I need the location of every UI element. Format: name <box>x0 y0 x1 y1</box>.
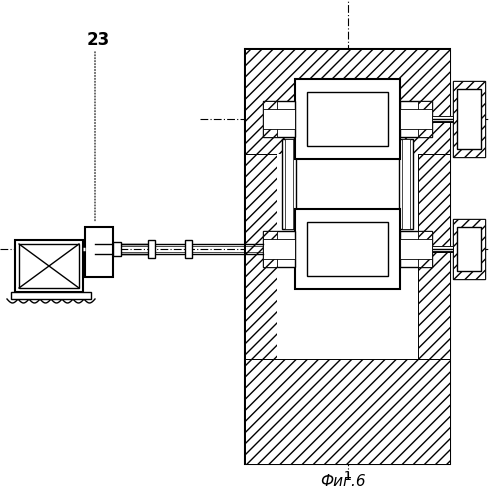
Bar <box>282 139 296 229</box>
Bar <box>418 231 432 267</box>
Text: 1: 1 <box>343 471 351 484</box>
Bar <box>263 101 295 137</box>
Bar <box>263 231 277 267</box>
Bar <box>245 154 277 359</box>
Bar <box>245 49 450 154</box>
Bar <box>277 154 418 359</box>
Bar <box>113 242 121 256</box>
Bar <box>453 81 485 157</box>
Bar <box>245 49 450 464</box>
Bar <box>263 109 295 129</box>
Bar <box>418 101 432 137</box>
Text: Фиг.6: Фиг.6 <box>319 474 366 489</box>
Bar <box>245 359 450 464</box>
Bar <box>400 239 432 259</box>
Bar <box>418 154 450 359</box>
Bar <box>285 139 293 229</box>
Bar <box>148 240 155 258</box>
Bar <box>399 139 413 229</box>
Bar <box>263 231 295 267</box>
Bar <box>307 92 388 146</box>
Bar <box>263 101 277 137</box>
Bar <box>185 240 192 258</box>
Bar <box>85 227 113 277</box>
Bar <box>15 240 83 292</box>
Bar <box>307 222 388 276</box>
Bar <box>402 139 410 229</box>
Bar <box>263 239 295 259</box>
Bar <box>400 101 432 137</box>
Bar <box>457 227 481 271</box>
Bar <box>295 209 400 289</box>
Bar <box>453 219 485 279</box>
Bar <box>457 89 481 149</box>
Bar <box>11 292 91 299</box>
Bar <box>453 81 485 157</box>
Bar <box>453 219 485 279</box>
Bar <box>295 79 400 159</box>
Text: 23: 23 <box>87 31 110 49</box>
Bar <box>19 244 79 288</box>
Bar <box>400 231 432 267</box>
Bar <box>400 109 432 129</box>
